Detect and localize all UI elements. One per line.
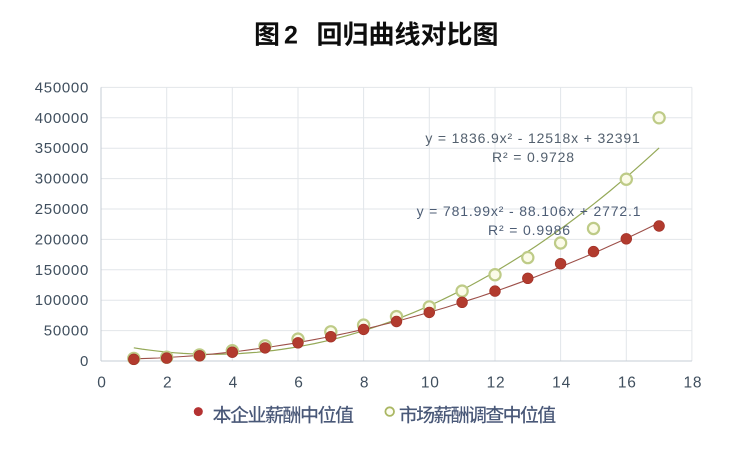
svg-text:0: 0 [97,375,106,392]
svg-text:12: 12 [487,375,506,392]
svg-text:8: 8 [360,375,369,392]
svg-text:6: 6 [294,375,303,392]
svg-text:10: 10 [421,375,440,392]
svg-text:y = 1836.9x² - 12518x + 32391: y = 1836.9x² - 12518x + 32391 [425,130,640,146]
svg-text:150000: 150000 [35,262,89,279]
svg-text:300000: 300000 [35,171,89,188]
svg-text:2: 2 [284,22,298,50]
svg-text:2: 2 [163,375,172,392]
svg-text:R² = 0.9986: R² = 0.9986 [488,222,571,238]
svg-text:14: 14 [552,375,571,392]
svg-text:250000: 250000 [35,201,89,218]
svg-text:0: 0 [80,353,89,370]
svg-text:400000: 400000 [35,110,89,127]
svg-text:R² = 0.9728: R² = 0.9728 [492,149,575,165]
svg-text:18: 18 [683,375,702,392]
svg-text:50000: 50000 [44,323,89,340]
svg-text:350000: 350000 [35,140,89,157]
svg-text:200000: 200000 [35,231,89,248]
svg-text:100000: 100000 [35,292,89,309]
svg-text:16: 16 [618,375,637,392]
svg-text:450000: 450000 [35,79,89,96]
svg-text:y = 781.99x² - 88.106x + 2772.: y = 781.99x² - 88.106x + 2772.1 [417,203,642,219]
svg-text:4: 4 [229,375,238,392]
